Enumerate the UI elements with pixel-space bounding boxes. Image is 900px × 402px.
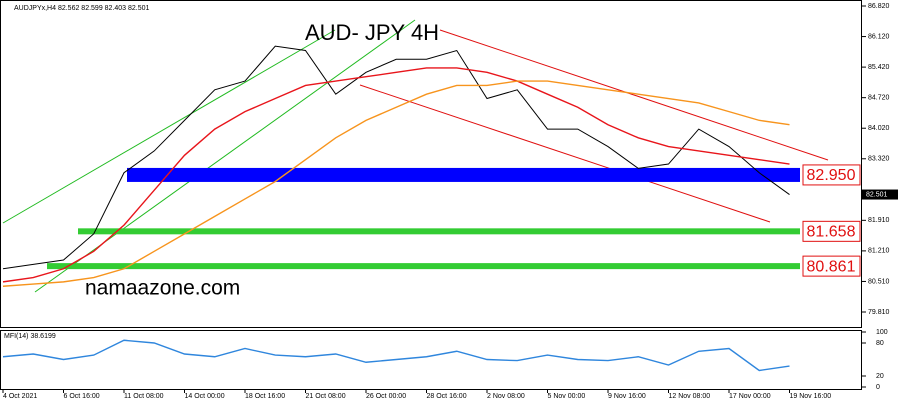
last-price-label: 82.501 xyxy=(866,191,888,198)
series-line xyxy=(2,80,790,287)
last-price-box xyxy=(862,189,898,200)
y-tick-label: 100 xyxy=(876,329,888,336)
level-label-box xyxy=(802,164,861,186)
x-tick-label: 2 Nov 08:00 xyxy=(487,393,525,400)
x-tick-label: 6 Oct 16:00 xyxy=(64,393,100,400)
y-tick-label: 0 xyxy=(876,384,880,391)
level-label: 81.658 xyxy=(807,224,856,241)
x-tick-label: 26 Oct 00:00 xyxy=(366,393,406,400)
level-band xyxy=(127,167,800,182)
series-line xyxy=(2,67,790,283)
price-panel xyxy=(0,0,862,328)
y-tick-label: 83.320 xyxy=(868,156,890,163)
y-tick-label: 85.420 xyxy=(868,64,890,71)
x-tick-label: 4 Oct 2021 xyxy=(3,393,37,400)
x-tick-label: 9 Nov 16:00 xyxy=(608,393,646,400)
x-tick-label: 21 Oct 08:00 xyxy=(306,393,346,400)
y-tick-label: 80 xyxy=(876,340,884,347)
y-tick-label: 84.020 xyxy=(868,125,890,132)
x-tick-label: 12 Nov 08:00 xyxy=(669,393,711,400)
y-tick-label: 81.910 xyxy=(868,217,890,224)
watermark: namaazone.com xyxy=(85,277,240,300)
series-line xyxy=(2,45,790,270)
x-tick-label: 17 Nov 00:00 xyxy=(729,393,771,400)
x-tick-label: 28 Oct 16:00 xyxy=(427,393,467,400)
title: AUD- JPY 4H xyxy=(305,20,439,45)
mfi-title: MFI(14) 38.6199 xyxy=(4,333,56,340)
y-tick-label: 81.210 xyxy=(868,248,890,255)
y-tick-label: 79.810 xyxy=(868,309,890,316)
x-tick-label: 19 Nov 16:00 xyxy=(790,393,832,400)
y-tick-label: 20 xyxy=(876,373,884,380)
level-band xyxy=(47,263,800,270)
channel-line xyxy=(439,29,829,161)
x-tick-label: 14 Oct 00:00 xyxy=(185,393,225,400)
channel-line xyxy=(359,84,771,223)
x-tick-label: 11 Oct 08:00 xyxy=(124,393,164,400)
y-tick-label: 84.720 xyxy=(868,95,890,102)
level-label: 80.861 xyxy=(807,258,856,275)
channel-line xyxy=(2,29,336,224)
y-tick-label: 80.510 xyxy=(868,278,890,285)
level-band xyxy=(78,228,800,235)
x-tick-label: 5 Nov 00:00 xyxy=(548,393,586,400)
y-tick-label: 86.120 xyxy=(868,33,890,40)
x-tick-label: 18 Oct 16:00 xyxy=(245,393,285,400)
header: AUDJPYx,H4 82.562 82.599 82.403 82.501 xyxy=(14,5,150,12)
level-label-box xyxy=(802,255,861,277)
series-line xyxy=(2,339,790,372)
y-tick-label: 86.820 xyxy=(868,3,890,10)
mfi-panel xyxy=(0,330,862,390)
level-label-box xyxy=(802,220,861,242)
level-label: 82.950 xyxy=(807,167,856,184)
